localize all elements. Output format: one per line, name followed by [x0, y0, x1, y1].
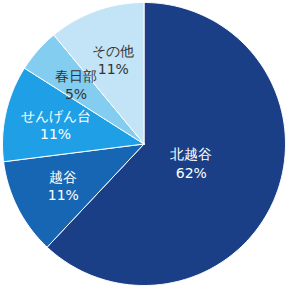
- svg-text:せんげん台11%: せんげん台11%: [21, 108, 91, 142]
- svg-text:越谷11%: 越谷11%: [48, 169, 79, 203]
- svg-text:北越谷62%: 北越谷62%: [170, 146, 212, 180]
- svg-text:その他11%: その他11%: [92, 43, 134, 77]
- svg-text:春日部5%: 春日部5%: [55, 68, 97, 102]
